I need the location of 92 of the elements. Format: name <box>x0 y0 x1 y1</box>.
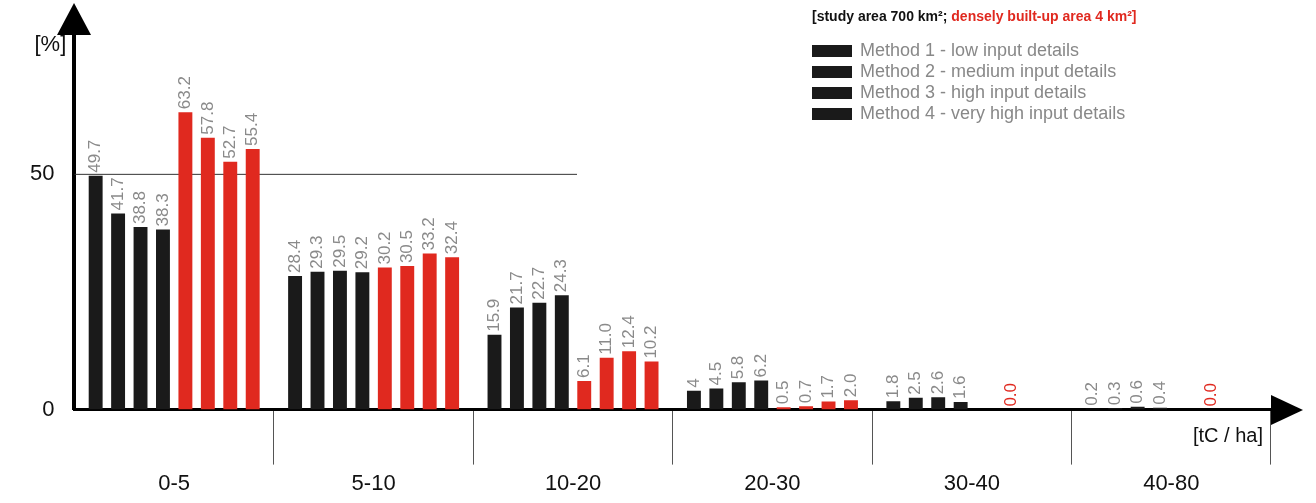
bar <box>487 334 502 410</box>
legend-label: Method 2 - medium input details <box>860 61 1117 81</box>
bar <box>223 161 238 410</box>
bar <box>200 137 215 410</box>
data-label: 49.7 <box>85 139 105 173</box>
y-tick-label: 50 <box>29 160 55 186</box>
bar <box>111 213 126 410</box>
bar <box>333 270 347 410</box>
bar <box>355 272 370 410</box>
x-tick-label: 5-10 <box>351 469 396 495</box>
data-label: 4.5 <box>706 361 726 386</box>
legend-label: Method 1 - low input details <box>860 40 1080 60</box>
y-tick-label: 0 <box>42 395 55 421</box>
bar <box>288 275 303 410</box>
bar <box>88 175 103 410</box>
bar <box>377 267 392 410</box>
data-label: 63.2 <box>175 76 195 110</box>
data-label: 30.2 <box>374 231 394 265</box>
bar <box>686 390 701 410</box>
data-label: 5.8 <box>728 355 748 380</box>
x-tick-label: 30-40 <box>943 469 1001 495</box>
annotation: 0.0 <box>1200 382 1220 407</box>
data-label: 2.6 <box>927 370 947 395</box>
data-label: 1.8 <box>883 374 903 399</box>
bar <box>156 229 170 410</box>
data-label: 15.9 <box>484 298 504 332</box>
bar <box>953 402 968 410</box>
y-axis-title: [%] <box>34 31 67 58</box>
bar <box>644 361 659 410</box>
data-label: 1.7 <box>818 374 838 399</box>
data-label: 11.0 <box>596 323 616 355</box>
data-label: 29.5 <box>329 234 349 268</box>
bar <box>599 357 614 410</box>
legend-label: Method 4 - very high input details <box>860 103 1126 123</box>
bar <box>310 271 325 410</box>
data-label: 33.2 <box>419 217 439 251</box>
bar <box>400 266 415 410</box>
x-axis-title: [tC / ha] <box>1192 423 1263 447</box>
data-label: 0.7 <box>795 379 815 404</box>
chart-title: [study area 700 km²; <box>812 8 948 24</box>
data-label: 2.0 <box>840 373 860 398</box>
chart-subtitle: densely built-up area 4 km²] <box>950 8 1137 24</box>
bar <box>245 148 260 410</box>
data-label: 10.2 <box>641 325 661 359</box>
bar <box>844 400 858 410</box>
data-label: 6.1 <box>573 354 593 378</box>
data-label: 29.2 <box>352 236 372 270</box>
bar <box>422 253 437 410</box>
bar <box>799 406 814 410</box>
x-tick-label: 20-30 <box>744 469 801 495</box>
data-label: 28.4 <box>284 239 304 273</box>
bar <box>709 388 724 410</box>
bar <box>178 112 193 410</box>
x-tick-label: 0-5 <box>158 469 191 495</box>
x-tick-label: 10-20 <box>544 469 602 495</box>
annotation: 0.0 <box>1001 382 1021 407</box>
bar <box>908 397 923 410</box>
data-label: 24.3 <box>551 259 571 293</box>
bar <box>577 380 592 410</box>
data-label: 0.2 <box>1082 382 1102 406</box>
data-label: 1.6 <box>950 375 970 400</box>
bar <box>931 397 946 410</box>
bar <box>886 401 901 410</box>
data-label: 4 <box>683 378 703 388</box>
bar <box>509 307 524 410</box>
data-label: 12.4 <box>618 315 638 349</box>
bar <box>445 257 460 410</box>
data-label: 32.4 <box>441 221 461 255</box>
data-label: 30.5 <box>396 230 416 264</box>
data-label: 0.5 <box>773 380 793 405</box>
data-label: 38.3 <box>152 193 172 227</box>
data-label: 29.3 <box>307 235 327 269</box>
legend-label: Method 3 - high input details <box>860 82 1087 102</box>
data-label: 0.3 <box>1104 381 1124 406</box>
bar <box>133 227 148 410</box>
data-label: 22.7 <box>529 266 549 300</box>
bar <box>554 295 569 410</box>
data-label: 2.5 <box>905 371 925 395</box>
data-label: 0.4 <box>1149 381 1169 405</box>
bar <box>754 380 769 410</box>
bar <box>532 302 547 410</box>
data-label: 41.7 <box>107 177 127 211</box>
data-label: 0.6 <box>1127 380 1147 404</box>
bar <box>622 351 637 410</box>
data-label: 57.8 <box>197 101 217 135</box>
x-tick-label: 40-80 <box>1143 469 1200 495</box>
data-label: 38.8 <box>130 190 150 225</box>
data-label: 52.7 <box>219 125 239 159</box>
data-label: 55.4 <box>242 112 262 146</box>
bar <box>731 382 746 410</box>
data-label: 21.7 <box>506 271 526 305</box>
data-label: 6.2 <box>750 353 770 378</box>
